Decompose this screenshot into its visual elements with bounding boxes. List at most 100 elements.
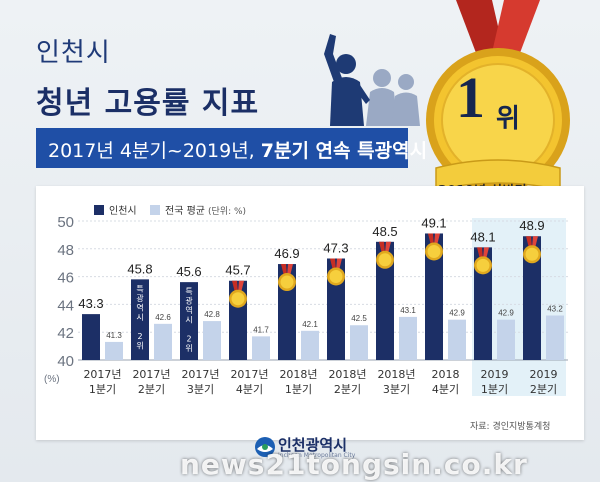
bar-incheon	[131, 279, 149, 360]
medal-icon	[376, 241, 394, 269]
celebrating-people-illustration	[324, 34, 420, 126]
x-tick-label: 2018 4분기	[432, 368, 460, 396]
source-note: 자료: 경인지방통계청	[470, 422, 551, 432]
value-label-incheon: 49.1	[421, 215, 446, 230]
logo-subtext: Incheon Metropolitan City	[278, 452, 356, 459]
legend-label: 전국 평균	[165, 205, 205, 217]
x-tick-label: 2017년 3분기	[181, 368, 219, 396]
value-label-national: 43.2	[547, 305, 563, 314]
medal-icon	[229, 280, 247, 308]
bar-note-char: 역	[185, 305, 192, 315]
bar-incheon	[523, 236, 541, 360]
value-label-incheon: 48.1	[470, 229, 495, 244]
subtitle-plain: 2017년 4분기~2019년,	[48, 140, 261, 162]
x-tick-line: 2019	[481, 368, 509, 381]
bar-national	[448, 319, 466, 360]
title-line-2: 청년 고용률 지표	[36, 86, 260, 121]
subtitle-band	[36, 128, 408, 168]
x-tick-line: 2017년	[83, 368, 121, 381]
x-tick-label: 2018년 2분기	[328, 368, 366, 396]
y-tick-label: 44	[57, 297, 74, 314]
bar-incheon	[376, 241, 394, 360]
value-label-incheon: 46.9	[274, 246, 299, 261]
x-tick-line: 4분기	[236, 383, 263, 396]
bar-note-char: 2	[186, 335, 191, 344]
x-tick-line: 2017년	[181, 368, 219, 381]
bar-note-char: 역	[136, 302, 143, 312]
bar-national	[350, 325, 368, 360]
incheon-logo-icon	[255, 437, 275, 457]
legend-label: 인천시	[109, 205, 137, 217]
y-tick-label: 48	[57, 242, 74, 259]
bar-national	[203, 321, 221, 360]
bar-incheon	[180, 282, 198, 360]
x-tick-line: 1분기	[481, 383, 508, 396]
x-tick-line: 3분기	[383, 383, 410, 396]
title-line-1: 인천시	[36, 38, 111, 68]
bar-national	[546, 315, 564, 360]
bar-incheon	[425, 233, 443, 360]
medal-rank-unit: 위	[496, 104, 520, 134]
x-tick-line: 2분기	[334, 383, 361, 396]
value-label-incheon: 47.3	[323, 240, 348, 255]
bar-note-char: 위	[136, 341, 143, 350]
bar-note-char: 2	[137, 332, 142, 341]
bar-note-char: 위	[185, 344, 192, 353]
x-tick-line: 2018년	[377, 368, 415, 381]
value-label-national: 42.9	[449, 309, 465, 318]
x-tick-line: 2018년	[279, 368, 317, 381]
bar-national	[105, 341, 123, 360]
x-tick-label: 2018년 3분기	[377, 368, 415, 396]
watermark: news21tongsin.co.kr	[180, 448, 528, 481]
bar-note-char: 광	[136, 293, 144, 303]
bar-chart: 40 42 44 46 48 50 (%) 인천시 전국 평균 (단위: %) 43.3 41.3…	[44, 205, 568, 396]
bar-incheon	[474, 247, 492, 360]
value-label-incheon: 45.7	[225, 263, 250, 278]
y-unit-label: (%)	[44, 374, 60, 385]
logo-text: 인천광역시	[278, 436, 348, 454]
value-label-national: 42.1	[302, 320, 318, 329]
value-label-national: 41.7	[253, 325, 269, 334]
gold-medal-icon	[426, 0, 570, 192]
x-tick-label: 2018년 1분기	[279, 368, 317, 396]
value-label-national: 43.1	[400, 306, 416, 315]
x-tick-line: 2018년	[328, 368, 366, 381]
bar-note-char: 시	[185, 316, 192, 325]
bar-note-char: 특	[185, 287, 192, 296]
x-tick-line: 4분기	[432, 383, 459, 396]
bar-note-char	[139, 322, 142, 331]
x-tick-label: 2017년 2분기	[132, 368, 170, 396]
value-label-incheon: 48.9	[519, 218, 544, 233]
bar-national	[154, 323, 172, 360]
medal-icon	[278, 264, 296, 292]
x-tick-line: 3분기	[187, 383, 214, 396]
legend-swatch	[150, 205, 160, 215]
medal-icon	[425, 233, 443, 261]
subtitle-bold: 7분기 연속 특광역시	[260, 140, 428, 162]
bar-national	[252, 336, 270, 360]
y-tick-label: 40	[57, 353, 74, 370]
bar-national	[399, 316, 417, 360]
bar-note-char: 시	[136, 313, 143, 322]
bar-incheon	[82, 314, 100, 360]
x-tick-line: 2018	[432, 368, 460, 381]
x-tick-label: 2019 2분기	[530, 368, 558, 396]
y-tick-label: 50	[57, 214, 74, 231]
medal-label: 1 위	[456, 65, 536, 148]
value-label-national: 42.9	[498, 309, 514, 318]
medal-icon	[327, 258, 345, 286]
x-tick-line: 1분기	[285, 383, 312, 396]
bar-note-char: 광	[185, 296, 193, 306]
y-tick-label: 46	[57, 270, 74, 287]
bar-note-char	[188, 325, 191, 334]
x-tick-label: 2019 1분기	[481, 368, 509, 396]
legend-swatch	[94, 205, 104, 215]
x-tick-line: 2분기	[530, 383, 557, 396]
value-label-incheon: 45.6	[176, 264, 201, 279]
x-tick-label: 2017년 1분기	[83, 368, 121, 396]
bar-note-char: 특	[136, 284, 143, 293]
x-tick-line: 1분기	[89, 383, 116, 396]
x-tick-line: 2분기	[138, 383, 165, 396]
